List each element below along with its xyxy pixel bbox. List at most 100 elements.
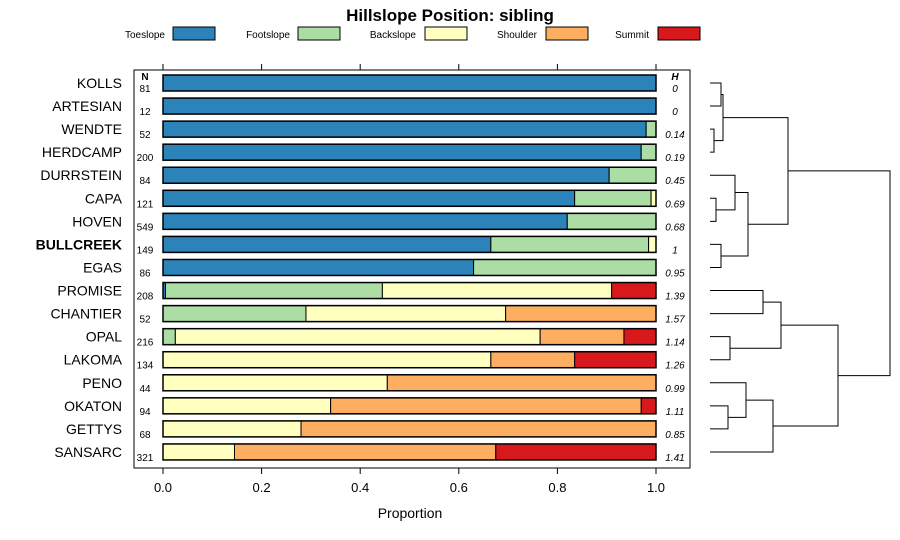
legend-swatch-shoulder bbox=[545, 26, 589, 41]
bar-outline bbox=[162, 189, 657, 208]
h-value: 1.14 bbox=[665, 338, 685, 349]
n-value: 84 bbox=[139, 176, 151, 187]
bar-row: OPAL 216 1.14 bbox=[86, 327, 685, 349]
n-value: 321 bbox=[137, 453, 154, 464]
bar-row: DURRSTEIN 84 0.45 bbox=[40, 166, 685, 187]
bar-segment-summit bbox=[623, 328, 657, 346]
bar-outline bbox=[162, 304, 657, 323]
n-value: 86 bbox=[139, 268, 151, 279]
dendrogram-link bbox=[723, 117, 789, 225]
legend-label-summit: Summit bbox=[615, 30, 649, 41]
bar-row: CHANTIER 52 1.57 bbox=[50, 304, 685, 326]
bar-outline bbox=[162, 212, 657, 231]
h-value: 0.69 bbox=[665, 199, 685, 210]
bar-segment-backslope bbox=[381, 282, 613, 300]
bar-row: KOLLS 81 0 bbox=[77, 74, 678, 95]
bar-row: GETTYS 68 0.85 bbox=[66, 420, 685, 441]
bar-segment-footslope bbox=[566, 212, 657, 230]
legend-swatch-footslope bbox=[297, 26, 341, 41]
dendrogram-link bbox=[710, 399, 774, 453]
bar-outline bbox=[162, 74, 657, 92]
dendrogram-link bbox=[730, 301, 782, 349]
bar-segment-toeslope bbox=[162, 235, 492, 253]
bar-segment-shoulder bbox=[300, 420, 657, 438]
bar-segment-summit bbox=[495, 443, 657, 461]
x-tick-label: 0.2 bbox=[253, 480, 271, 495]
row-label: CAPA bbox=[85, 190, 123, 206]
bar-segment-toeslope bbox=[162, 166, 610, 184]
bar-outline bbox=[162, 420, 657, 438]
bar-segment-footslope bbox=[608, 166, 657, 184]
bar-row: OKATON 94 1.11 bbox=[64, 397, 685, 418]
plot-panel bbox=[133, 69, 691, 469]
row-label: BULLCREEK bbox=[36, 236, 122, 252]
dendrogram bbox=[710, 82, 891, 453]
h-value: 0 bbox=[672, 84, 678, 95]
n-value: 216 bbox=[137, 338, 154, 349]
bar-segment-footslope bbox=[162, 305, 307, 323]
bar-segment-backslope bbox=[162, 374, 388, 392]
bar-row: LAKOMA 134 1.26 bbox=[64, 350, 685, 372]
x-tick-label: 0.0 bbox=[154, 480, 172, 495]
legend-swatch-backslope bbox=[424, 26, 468, 41]
bar-outline bbox=[162, 143, 657, 161]
bar-segment-footslope bbox=[645, 120, 657, 138]
dendrogram-link bbox=[710, 405, 729, 430]
h-value: 0.14 bbox=[665, 130, 685, 141]
h-value: 1.26 bbox=[665, 361, 685, 372]
h-value: 1.57 bbox=[665, 315, 685, 326]
bar-segment-backslope bbox=[305, 305, 507, 323]
bar-segment-summit bbox=[640, 397, 657, 415]
h-value: 1 bbox=[672, 245, 678, 256]
legend-label-shoulder: Shoulder bbox=[497, 30, 538, 41]
legend-label-backslope: Backslope bbox=[370, 30, 417, 41]
h-value: 1.11 bbox=[666, 407, 685, 418]
x-tick-label: 0.4 bbox=[351, 480, 369, 495]
bar-row: SANSARC 321 1.41 bbox=[54, 443, 685, 464]
bar-segment-backslope bbox=[174, 328, 541, 346]
bar-segment-toeslope bbox=[162, 97, 657, 115]
bar-segment-footslope bbox=[574, 189, 652, 207]
row-label: KOLLS bbox=[77, 75, 122, 91]
bar-segment-backslope bbox=[648, 235, 657, 253]
bar-segment-footslope bbox=[164, 282, 383, 300]
n-value: 52 bbox=[139, 130, 151, 141]
n-value: 121 bbox=[137, 199, 154, 210]
row-label: CHANTIER bbox=[50, 306, 122, 322]
h-column-header: H bbox=[671, 72, 679, 83]
bar-segment-summit bbox=[611, 282, 657, 300]
row-label: DURRSTEIN bbox=[40, 167, 122, 183]
bar-segment-toeslope bbox=[162, 212, 568, 230]
n-value: 149 bbox=[137, 245, 154, 256]
bar-segment-footslope bbox=[490, 235, 650, 253]
bar-segment-shoulder bbox=[330, 397, 642, 415]
n-value: 94 bbox=[139, 407, 151, 418]
n-column-header: N bbox=[141, 72, 148, 83]
bar-row: HOVEN 549 0.68 bbox=[72, 212, 685, 233]
x-tick-label: 1.0 bbox=[647, 480, 665, 495]
bar-segment-footslope bbox=[162, 328, 176, 346]
n-value: 12 bbox=[139, 107, 151, 118]
h-value: 1.39 bbox=[665, 292, 685, 303]
row-label: SANSARC bbox=[54, 444, 122, 460]
h-value: 0.95 bbox=[665, 268, 685, 279]
n-value: 549 bbox=[137, 222, 154, 233]
h-value: 0.85 bbox=[665, 430, 685, 441]
n-value: 81 bbox=[139, 84, 151, 95]
bar-outline bbox=[162, 374, 657, 392]
x-tick-label: 0.6 bbox=[450, 480, 468, 495]
h-value: 1.41 bbox=[665, 453, 684, 464]
bar-segment-backslope bbox=[162, 397, 332, 415]
bar-outline bbox=[162, 120, 657, 138]
bar-segment-summit bbox=[574, 351, 657, 369]
dendrogram-link bbox=[710, 336, 731, 361]
dendrogram-link bbox=[710, 82, 722, 107]
bar-outline bbox=[162, 235, 657, 254]
h-value: 0.99 bbox=[665, 384, 685, 395]
legend-label-toeslope: Toeslope bbox=[125, 30, 165, 41]
bar-segment-backslope bbox=[162, 420, 302, 438]
legend: Toeslope Footslope Backslope Shoulder Summit bbox=[125, 26, 701, 41]
bar-segment-shoulder bbox=[505, 305, 657, 323]
h-value: 0.68 bbox=[665, 222, 685, 233]
